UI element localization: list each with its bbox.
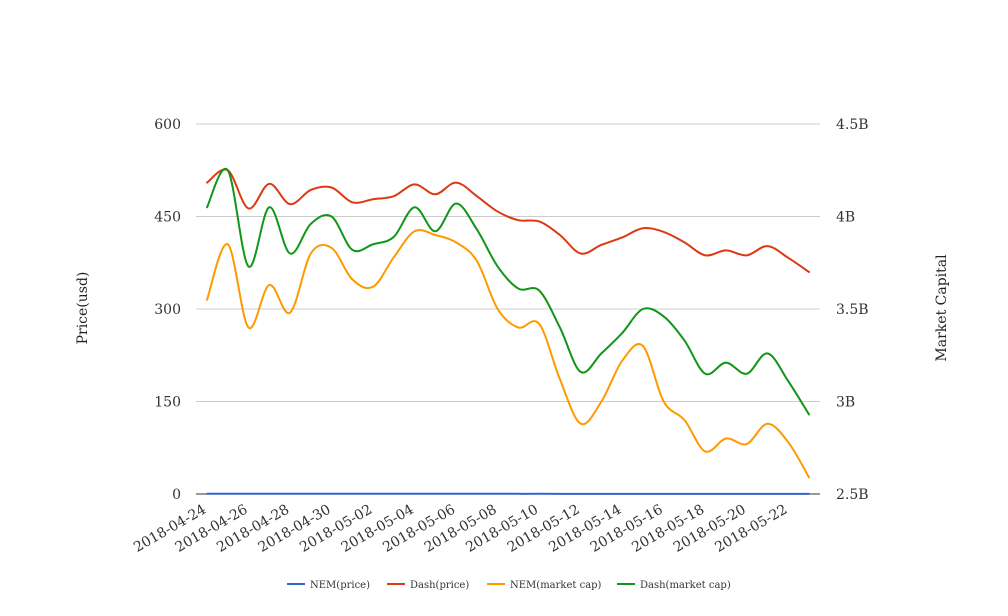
legend: NEM(price) Dash(price) NEM(market cap) Dash… [287,580,731,591]
series-line-nem-market-cap [206,229,810,479]
right-tick-label: 3B [836,395,855,411]
left-tick-label: 450 [154,210,181,226]
legend-label-nem-market-cap: NEM(market cap) [510,580,602,591]
legend-label-dash-market-cap: Dash(market cap) [640,580,731,591]
right-tick-label: 3.5B [836,302,869,318]
series-lines [206,167,810,495]
left-tick-label: 150 [154,395,181,411]
right-tick-label: 4.5B [836,117,869,133]
x-axis-ticks: 2018-04-242018-04-262018-04-282018-04-30… [131,502,790,556]
left-axis-title: Price(usd) [75,272,91,345]
left-axis-ticks: 0 150 300 450 600 [154,117,181,503]
right-tick-label: 2.5B [836,487,869,503]
right-axis-title: Market Capital [934,254,950,362]
legend-label-nem-price: NEM(price) [310,580,370,591]
legend-label-dash-price: Dash(price) [410,580,469,591]
left-tick-label: 300 [154,302,181,318]
series-line-dash-price [206,168,810,273]
left-tick-label: 0 [172,487,181,503]
left-tick-label: 600 [154,117,181,133]
right-axis-ticks: 2.5B 3B 3.5B 4B 4.5B [836,117,869,503]
series-line-dash-market-cap [206,167,810,416]
right-tick-label: 4B [836,210,855,226]
